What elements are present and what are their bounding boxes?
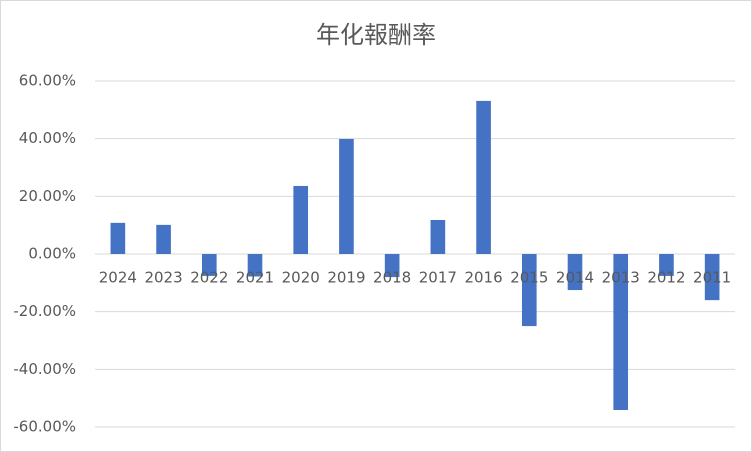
bar — [659, 254, 674, 276]
x-tick-label: 2016 — [464, 269, 502, 287]
x-tick-label: 2011 — [693, 269, 731, 287]
x-tick-label: 2022 — [190, 269, 228, 287]
y-tick-label: 20.00% — [19, 187, 76, 205]
x-tick-label: 2021 — [236, 269, 274, 287]
bar — [704, 254, 720, 301]
x-tick-label: 2024 — [99, 269, 137, 287]
y-tick-label: -40.00% — [13, 360, 76, 378]
bar — [156, 224, 171, 254]
bar — [384, 254, 400, 278]
x-tick-label: 2014 — [556, 269, 594, 287]
y-tick-label: -20.00% — [13, 302, 76, 320]
bar — [110, 222, 126, 254]
x-tick-label: 2019 — [327, 269, 365, 287]
bar — [476, 100, 491, 255]
x-tick-label: 2013 — [602, 269, 640, 287]
bar — [430, 219, 446, 254]
x-tick-label: 2015 — [510, 269, 548, 287]
x-tick-label: 2020 — [282, 269, 320, 287]
bar — [521, 254, 537, 327]
y-tick-label: 0.00% — [28, 245, 76, 263]
bar — [201, 254, 217, 276]
y-tick-label: 40.00% — [19, 129, 76, 147]
y-tick-label: 60.00% — [19, 72, 76, 90]
chart-title: 年化報酬率 — [316, 21, 436, 49]
bar — [247, 254, 263, 277]
bar — [613, 254, 629, 410]
x-tick-label: 2012 — [647, 269, 685, 287]
bar — [339, 138, 354, 254]
bar — [567, 254, 583, 291]
x-tick-label: 2017 — [419, 269, 457, 287]
x-tick-label: 2023 — [144, 269, 182, 287]
bar — [293, 185, 309, 254]
x-tick-label: 2018 — [373, 269, 411, 287]
y-tick-label: -60.00% — [13, 418, 76, 436]
